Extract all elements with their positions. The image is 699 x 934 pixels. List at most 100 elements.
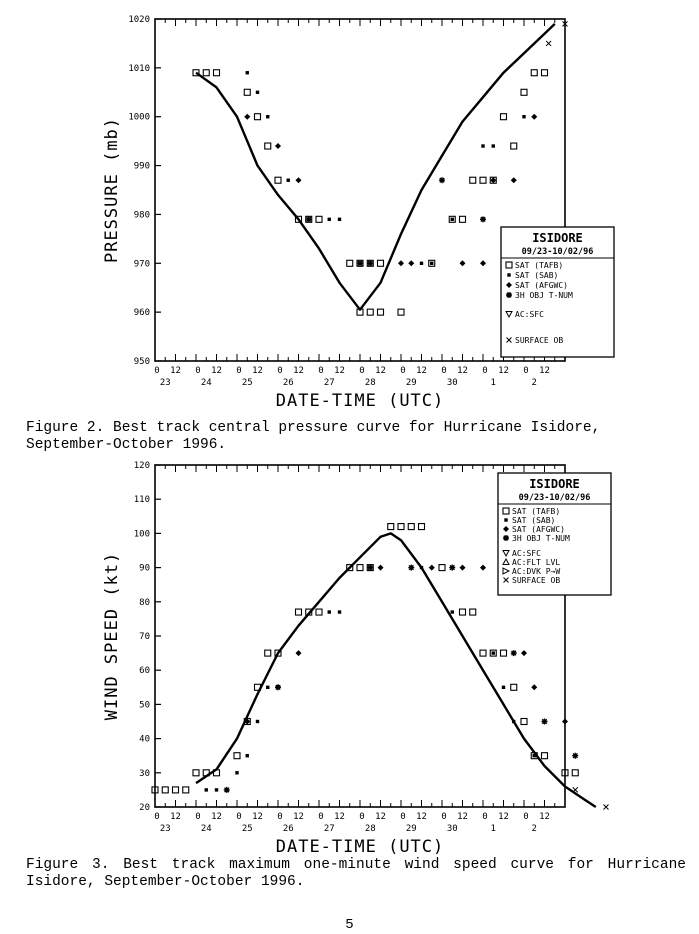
data-point-star bbox=[510, 650, 517, 657]
y-tick-label: 950 bbox=[134, 357, 150, 367]
data-point-diamond bbox=[244, 113, 251, 120]
legend-marker-square bbox=[502, 507, 510, 515]
legend-label: SAT (SAB) bbox=[512, 516, 555, 525]
data-point-square bbox=[192, 69, 200, 77]
y-tick-label: 1000 bbox=[128, 113, 150, 123]
data-point-square bbox=[376, 308, 385, 316]
x-day-label: 28 bbox=[365, 378, 376, 388]
data-point-square bbox=[510, 142, 518, 150]
data-point-dot bbox=[266, 685, 270, 689]
y-tick-label: 120 bbox=[134, 461, 150, 471]
data-point-square bbox=[202, 769, 210, 777]
x-day-label: 30 bbox=[447, 378, 458, 388]
data-point-diamond bbox=[510, 177, 517, 184]
data-point-square bbox=[212, 69, 221, 77]
x-hour-label: 0 bbox=[318, 812, 323, 822]
y-tick-label: 980 bbox=[134, 210, 150, 220]
y-tick-label: 1010 bbox=[128, 64, 150, 74]
x-hour-label: 0 bbox=[154, 812, 159, 822]
legend-subtitle: 09/23-10/02/96 bbox=[519, 493, 591, 503]
data-point-square bbox=[407, 523, 415, 531]
legend-box bbox=[497, 472, 612, 596]
data-point-dot bbox=[327, 610, 331, 614]
data-point-diamond bbox=[480, 260, 486, 267]
y-tick-label: 970 bbox=[134, 259, 150, 269]
data-point-dot bbox=[450, 610, 454, 614]
data-point-square bbox=[366, 308, 374, 316]
data-point-diamond bbox=[377, 564, 384, 571]
legend-title: ISIDORE bbox=[529, 477, 580, 491]
legend-marker-dot bbox=[507, 273, 511, 277]
data-point-diamond bbox=[408, 260, 415, 267]
legend-label: SAT (TAFB) bbox=[512, 507, 560, 516]
data-point-square bbox=[274, 649, 282, 657]
data-point-dot bbox=[245, 71, 249, 75]
data-point-square bbox=[479, 649, 487, 657]
legend-label: AC:SFC bbox=[512, 549, 541, 558]
legend-marker-tri-up bbox=[502, 557, 510, 565]
data-point-diamond bbox=[295, 650, 302, 657]
x-hour-label: 12 bbox=[375, 812, 386, 822]
y-tick-label: 960 bbox=[134, 308, 150, 318]
data-point-star bbox=[367, 260, 374, 267]
data-point-dot bbox=[337, 610, 342, 614]
x-hour-label: 0 bbox=[195, 366, 200, 376]
x-axis-title: DATE-TIME (UTC) bbox=[276, 391, 445, 411]
figure-3-caption: Figure 3. Best track maximum one-minute … bbox=[26, 857, 695, 890]
data-point-star bbox=[223, 786, 230, 793]
data-point-square bbox=[387, 523, 395, 531]
data-point-square bbox=[469, 176, 477, 184]
data-point-diamond bbox=[275, 143, 281, 150]
y-tick-label: 60 bbox=[139, 666, 150, 676]
x-hour-label: 12 bbox=[416, 812, 427, 822]
data-point-dot bbox=[337, 217, 342, 222]
legend-marker-star bbox=[506, 292, 512, 298]
data-point-dot bbox=[532, 754, 536, 758]
x-hour-label: 0 bbox=[400, 812, 405, 822]
x-hour-label: 12 bbox=[252, 812, 263, 822]
legend-label: AC:DVK P→W bbox=[512, 567, 560, 576]
legend-box bbox=[500, 226, 615, 358]
x-hour-label: 0 bbox=[277, 812, 282, 822]
data-point-dot bbox=[214, 788, 219, 792]
x-hour-label: 12 bbox=[539, 812, 550, 822]
data-point-dot bbox=[255, 719, 260, 724]
y-tick-label: 20 bbox=[139, 803, 150, 813]
legend-marker-cross bbox=[503, 577, 509, 583]
legend-marker-tri-right bbox=[502, 567, 511, 575]
x-hour-label: 0 bbox=[318, 366, 323, 376]
y-tick-label: 80 bbox=[139, 598, 150, 608]
x-day-label: 1 bbox=[491, 824, 496, 834]
data-point-square bbox=[356, 308, 364, 316]
data-point-square bbox=[264, 649, 272, 657]
data-point-square bbox=[499, 649, 508, 657]
data-point-square bbox=[489, 649, 497, 657]
legend-marker-diamond bbox=[506, 282, 512, 288]
x-hour-label: 0 bbox=[523, 366, 528, 376]
x-hour-label: 0 bbox=[195, 812, 200, 822]
y-tick-label: 70 bbox=[139, 632, 150, 642]
data-point-cross bbox=[603, 804, 609, 810]
x-day-label: 23 bbox=[160, 378, 171, 388]
data-point-diamond bbox=[459, 564, 466, 571]
data-point-square bbox=[315, 215, 323, 223]
data-point-cross bbox=[562, 21, 568, 27]
x-hour-label: 0 bbox=[523, 812, 528, 822]
data-point-diamond bbox=[480, 564, 486, 571]
y-tick-label: 30 bbox=[139, 769, 150, 779]
legend-label: 3H OBJ T-NUM bbox=[512, 534, 570, 543]
data-point-dot bbox=[255, 90, 260, 94]
data-point-dot bbox=[286, 178, 290, 182]
x-hour-label: 12 bbox=[170, 366, 181, 376]
data-point-star bbox=[449, 564, 456, 571]
page-number: 5 bbox=[345, 917, 354, 933]
data-point-star bbox=[367, 564, 374, 571]
x-hour-label: 12 bbox=[539, 366, 550, 376]
x-hour-label: 0 bbox=[441, 366, 446, 376]
data-point-square bbox=[479, 176, 487, 184]
data-point-star bbox=[439, 177, 445, 184]
data-point-square bbox=[243, 88, 251, 96]
x-hour-label: 12 bbox=[457, 366, 468, 376]
legend-marker-diamond bbox=[503, 526, 509, 532]
data-point-square bbox=[499, 113, 508, 121]
